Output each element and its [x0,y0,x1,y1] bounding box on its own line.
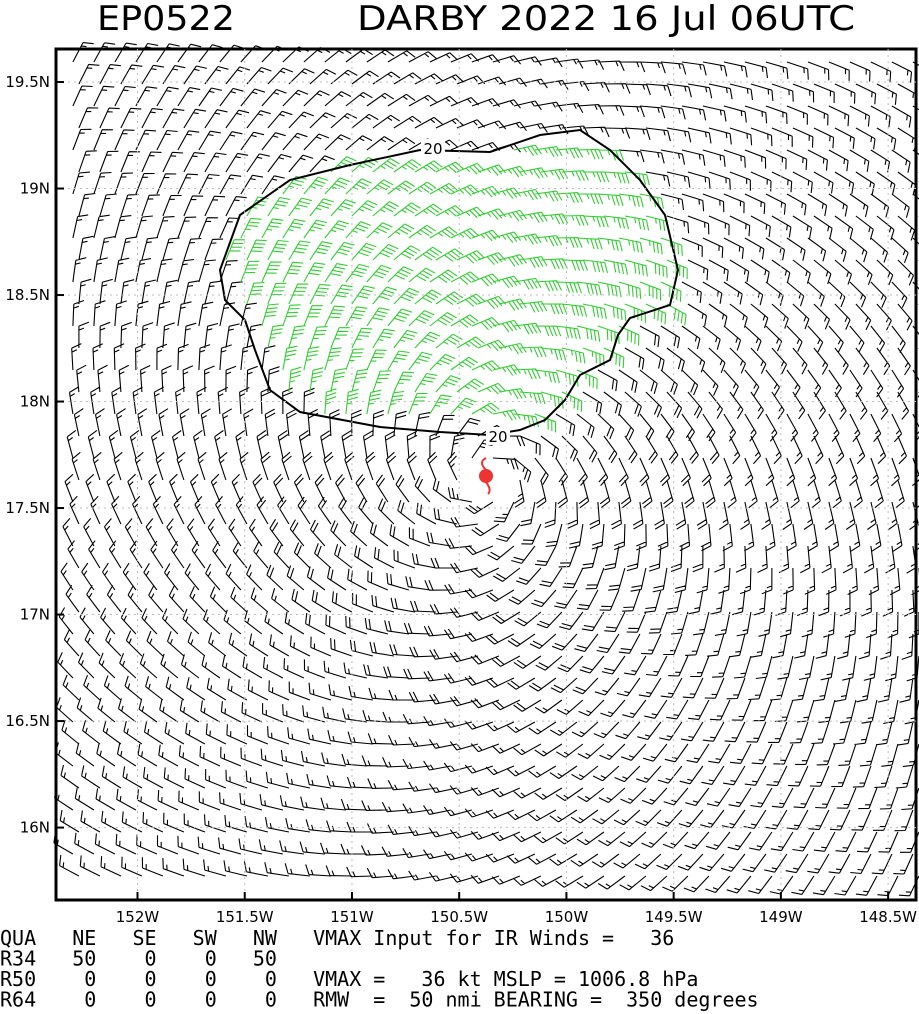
footer-line: R50 0 0 0 0 VMAX = 36 kt MSLP = 1006.8 h… [0,967,698,991]
map-frame [54,47,918,902]
x-tick-label: 149W [759,908,803,926]
x-tick-label: 150W [545,908,589,926]
footer-line: R64 0 0 0 0 RMW = 50 nmi BEARING = 350 d… [0,988,759,1012]
y-tick-label: 18N [20,393,50,411]
storm-symbol [481,457,491,495]
y-tick-label: 19.5N [5,73,50,91]
y-tick-label: 17N [20,606,50,624]
contour-label: 20 [488,428,507,446]
label-bg [421,139,445,157]
label-bg [486,427,510,445]
y-tick-label: 17.5N [5,499,50,517]
x-tick-label: 150.5W [430,908,488,926]
title: DARBY 2022 16 Jul 06UTC [357,0,855,39]
y-tick-label: 18.5N [5,286,50,304]
y-tick-label: 16N [20,819,50,837]
footer-line: R34 50 0 0 50 [0,947,277,971]
footer-line: QUA NE SE SW NW VMAX Input for IR Winds … [0,926,674,950]
footer: QUA NE SE SW NW VMAX Input for IR Winds … [0,926,759,1012]
x-tick-label: 151W [330,908,374,926]
x-tick-label: 152W [116,908,160,926]
x-tick-label: 148.5W [859,908,917,926]
x-tick-label: 149.5W [645,908,703,926]
storm-id: EP0522 [97,0,235,39]
contour-label: 20 [423,140,442,158]
x-tick-label: 151.5W [216,908,274,926]
storm-center [479,469,493,483]
y-tick-label: 16.5N [5,712,50,730]
barbs-green [225,144,688,433]
contour [218,128,680,437]
y-tick-label: 19N [20,180,50,198]
